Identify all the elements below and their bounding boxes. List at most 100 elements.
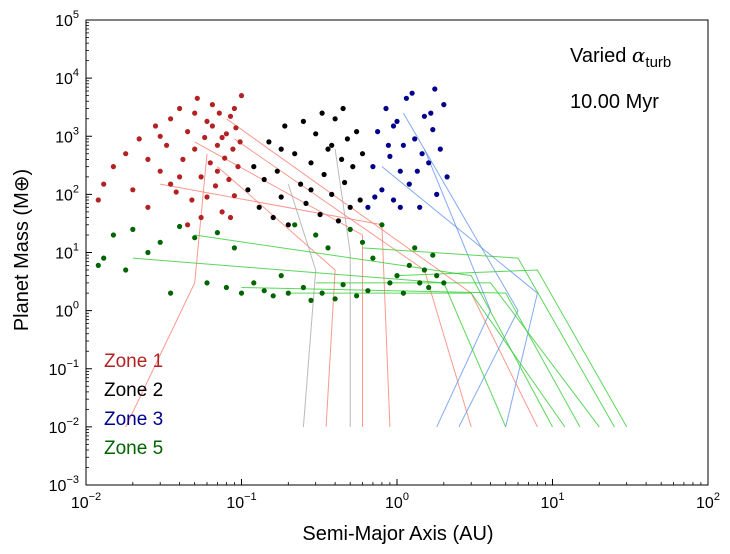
y-axis-label: Planet Mass (M⊕)	[11, 169, 33, 331]
point-zone1-18	[198, 174, 204, 180]
point-zone3-2	[375, 129, 381, 135]
point-zone1-25	[216, 110, 222, 116]
point-zone2-13	[308, 160, 314, 166]
point-zone1-34	[235, 164, 241, 170]
y-tick-label-7: 104	[55, 67, 79, 88]
point-zone4-24	[319, 290, 325, 296]
point-zone4-42	[430, 252, 436, 258]
point-zone3-4	[383, 105, 389, 112]
point-zone2-5	[270, 214, 276, 221]
point-zone4-16	[261, 288, 267, 294]
point-zone4-28	[347, 226, 353, 232]
point-zone3-14	[421, 113, 427, 119]
point-zone1-45	[177, 174, 183, 180]
track-zone3-1	[402, 112, 519, 428]
point-zone1-40	[204, 194, 210, 200]
point-zone4-18	[278, 273, 284, 279]
planet-points	[95, 86, 450, 303]
point-zone4-9	[192, 235, 198, 241]
point-zone1-48	[231, 105, 237, 112]
point-zone4-19	[285, 290, 291, 296]
point-zone1-13	[180, 156, 186, 162]
point-zone1-21	[207, 160, 213, 166]
point-zone3-1	[370, 164, 376, 170]
track-zone4-6	[288, 292, 566, 428]
y-tick-label-0: 10−3	[49, 474, 79, 495]
point-zone2-28	[359, 151, 366, 157]
legend-zone-1: Zone 1	[104, 351, 163, 372]
point-zone4-2	[110, 232, 116, 238]
x-tick-label-4: 102	[696, 491, 720, 512]
point-zone4-30	[359, 239, 366, 245]
point-zone4-10	[204, 280, 210, 286]
point-zone4-23	[313, 232, 319, 238]
point-zone4-38	[412, 245, 418, 251]
point-zone1-46	[192, 110, 198, 116]
point-zone4-34	[387, 280, 393, 286]
x-tick-label-0: 10−2	[71, 491, 101, 512]
track-zone4-0	[132, 257, 507, 428]
annotation-time: 10.00 Myr	[570, 91, 659, 113]
point-zone3-17	[434, 191, 440, 197]
track-zone1-2	[194, 141, 363, 427]
point-zone4-41	[426, 284, 432, 291]
point-zone4-31	[365, 288, 371, 294]
point-zone1-26	[219, 209, 225, 215]
growth-tracks	[125, 112, 628, 428]
point-zone1-6	[145, 204, 151, 210]
point-zone3-23	[419, 151, 425, 157]
legend-zone-5: Zone 5	[104, 438, 163, 459]
track-zone4-2	[241, 287, 581, 428]
point-zone1-14	[185, 129, 191, 135]
point-zone3-10	[403, 95, 409, 101]
legend-zone-3: Zone 3	[104, 409, 163, 430]
point-zone1-8	[157, 168, 163, 174]
point-zone2-11	[298, 181, 304, 187]
legend-zone-2: Zone 2	[104, 380, 163, 401]
track-zone2-1	[334, 149, 351, 427]
point-zone2-25	[350, 164, 356, 170]
x-axis-label: Semi-Major Axis (AU)	[302, 523, 493, 545]
point-zone4-35	[394, 273, 400, 279]
point-zone3-12	[412, 136, 418, 142]
point-zone4-22	[308, 297, 314, 303]
point-zone4-6	[157, 239, 163, 245]
point-zone4-33	[379, 222, 385, 228]
point-zone4-13	[231, 245, 237, 251]
point-zone3-21	[409, 90, 415, 96]
point-zone2-2	[256, 204, 262, 210]
point-zone1-38	[168, 181, 174, 187]
point-zone3-8	[397, 168, 403, 174]
annotation-alpha-symbol: α	[632, 43, 646, 67]
point-zone3-18	[437, 146, 443, 152]
point-zone3-27	[414, 168, 420, 174]
track-zone3-2	[381, 166, 538, 428]
point-zone1-1	[101, 181, 107, 187]
point-zone1-11	[173, 189, 179, 195]
y-tick-label-3: 100	[55, 300, 79, 321]
point-zone1-49	[238, 93, 245, 99]
point-zone2-27	[357, 197, 363, 203]
point-zone2-32	[278, 146, 284, 152]
y-tick-label-1: 10−2	[49, 416, 79, 437]
point-zone2-34	[329, 142, 335, 148]
point-zone4-29	[354, 293, 360, 299]
point-zone1-20	[204, 118, 210, 124]
point-zone2-24	[347, 204, 353, 210]
point-zone3-3	[379, 187, 385, 193]
point-zone2-19	[332, 116, 338, 122]
point-zone1-0	[95, 197, 101, 203]
point-zone1-5	[136, 136, 142, 142]
point-zone2-33	[308, 187, 314, 193]
point-zone2-4	[266, 139, 272, 145]
point-zone1-7	[152, 123, 159, 129]
axis-ticks: 10−2 10−1 100 101 10210−310−210−110010110210…	[49, 9, 720, 512]
point-zone3-9	[400, 142, 406, 148]
point-zone2-31	[340, 105, 346, 112]
point-zone2-6	[274, 168, 280, 174]
point-zone3-5	[387, 153, 393, 159]
point-zone4-14	[238, 290, 245, 296]
point-zone1-33	[233, 125, 239, 131]
point-zone3-29	[432, 86, 438, 92]
